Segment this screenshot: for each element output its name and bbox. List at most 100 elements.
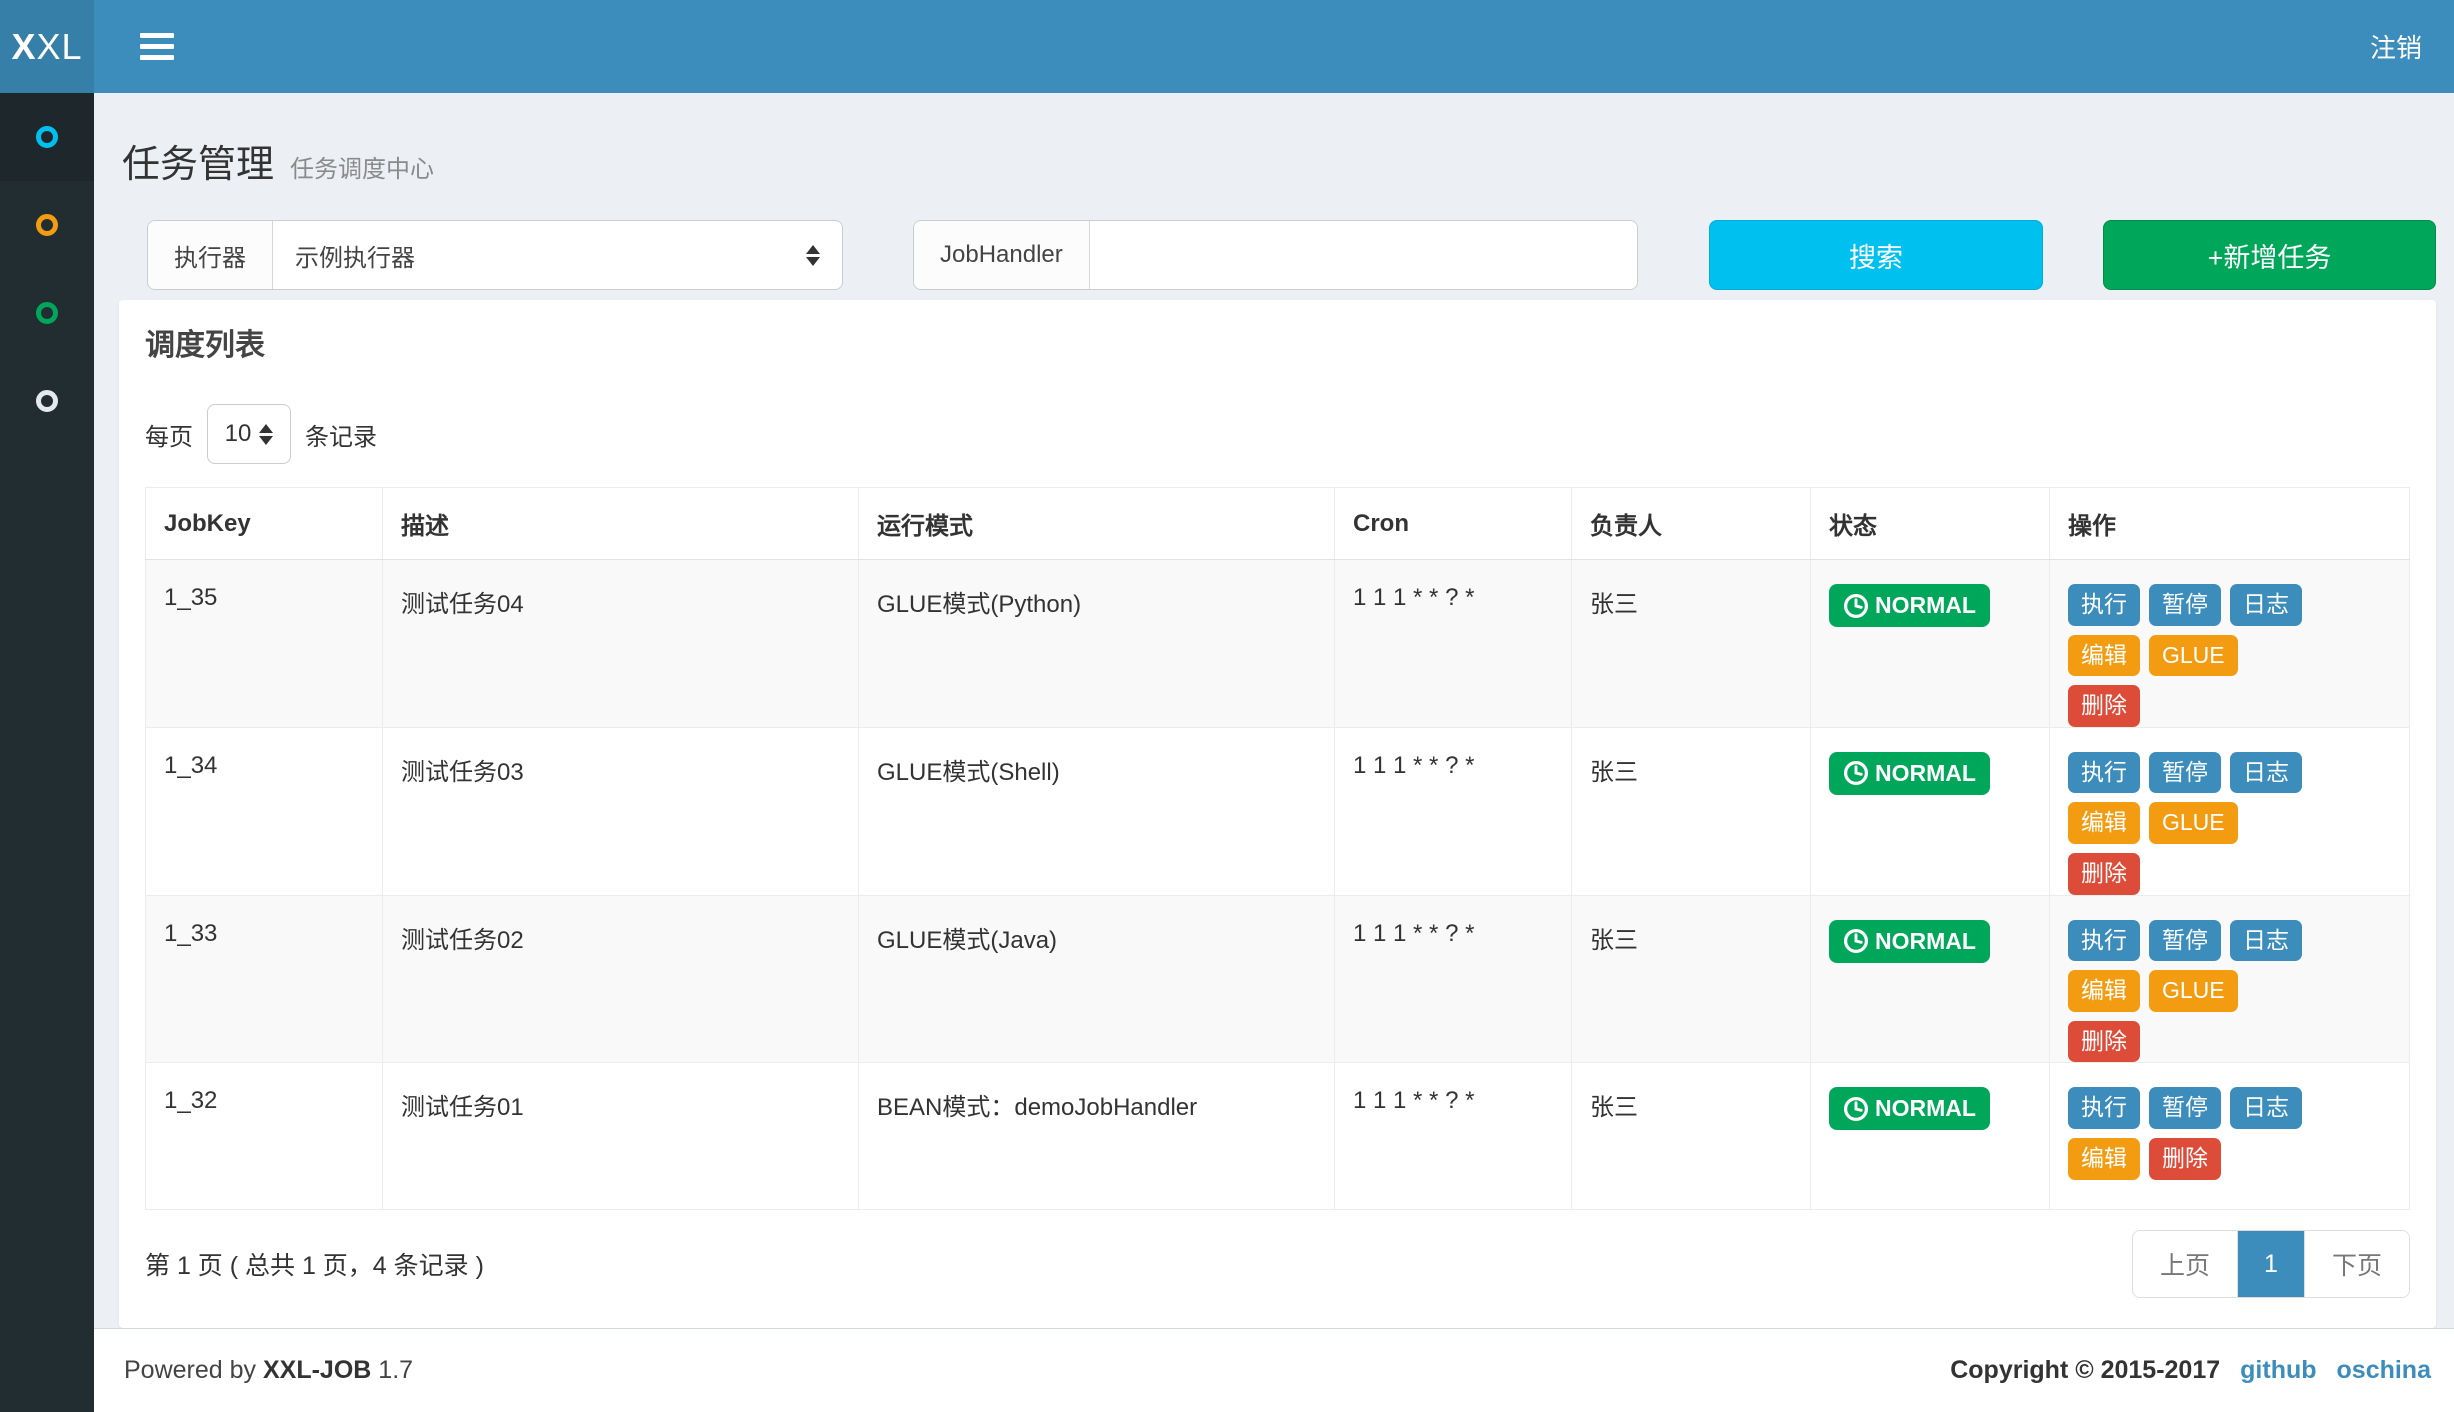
per-page-control: 每页 10 条记录 [145, 404, 2410, 464]
table-row: 1_32 测试任务01 BEAN模式：demoJobHandler 1 1 1 … [145, 1062, 2410, 1211]
sidebar [0, 93, 94, 1412]
cell-status: NORMAL [1810, 726, 2050, 896]
edit-button[interactable]: 编辑 [2068, 970, 2140, 1012]
cell-actions: 执行 暂停 日志 编辑 GLUE 删除 [2049, 726, 2410, 896]
panel-title: 调度列表 [145, 329, 265, 362]
search-button[interactable]: 搜索 [1709, 220, 2043, 290]
status-badge: NORMAL [1829, 1087, 1990, 1131]
executor-group: 执行器 示例执行器 [147, 220, 843, 290]
status-badge: NORMAL [1829, 751, 1990, 795]
top-navbar: X XL 注销 [0, 0, 2454, 93]
cell-actions: 执行 暂停 日志 编辑 GLUE 删除 [2049, 559, 2410, 728]
page-title: 任务管理 [122, 144, 275, 186]
app-logo: X XL [0, 0, 94, 93]
product-name: XXL-JOB [262, 1356, 372, 1385]
edit-button[interactable]: 编辑 [2068, 802, 2140, 844]
clock-icon [1843, 593, 1869, 618]
per-page-value: 10 [224, 420, 252, 447]
table-row: 1_35 测试任务04 GLUE模式(Python) 1 1 1 * * ? *… [145, 559, 2410, 728]
pagination: 上页 1 下页 [2132, 1230, 2410, 1299]
per-page-prefix: 每页 [145, 423, 193, 451]
status-label: NORMAL [1875, 1095, 1976, 1122]
pagination-info: 第 1 页 ( 总共 1 页，4 条记录 ) [145, 1252, 484, 1281]
cell-jobkey: 1_33 [145, 894, 383, 1064]
sidebar-toggle-button[interactable] [130, 23, 184, 70]
log-button[interactable]: 日志 [2230, 1087, 2302, 1129]
cell-status: NORMAL [1810, 894, 2050, 1064]
content-area: 任务管理 任务调度中心 执行器 示例执行器 JobHandler [94, 93, 2454, 1329]
cell-actions: 执行 暂停 日志 编辑 删除 [2049, 1062, 2410, 1211]
delete-button[interactable]: 删除 [2068, 1020, 2140, 1063]
pause-button[interactable]: 暂停 [2149, 751, 2221, 794]
col-desc: 描述 [382, 487, 859, 560]
powered-by-text: Powered by XXL-JOB 1.7 [124, 1356, 414, 1385]
executor-selected-value: 示例执行器 [295, 244, 415, 272]
circle-o-icon [36, 214, 58, 236]
delete-button[interactable]: 删除 [2068, 685, 2140, 727]
navbar-main: 注销 [94, 0, 2454, 93]
execute-button[interactable]: 执行 [2068, 584, 2140, 626]
sidebar-item-4[interactable] [0, 357, 94, 445]
github-link[interactable]: github [2240, 1356, 2317, 1385]
sidebar-item-1[interactable] [0, 93, 94, 181]
jobs-table: JobKey 描述 运行模式 Cron 负责人 状态 操作 1 [145, 487, 2410, 1211]
cell-owner: 张三 [1571, 1062, 1811, 1211]
cell-jobkey: 1_32 [145, 1062, 383, 1211]
log-button[interactable]: 日志 [2230, 919, 2302, 962]
pause-button[interactable]: 暂停 [2149, 1087, 2221, 1129]
cell-jobkey: 1_34 [145, 726, 383, 896]
delete-button[interactable]: 删除 [2068, 852, 2140, 895]
cell-cron: 1 1 1 * * ? * [1334, 559, 1572, 728]
jobhandler-group: JobHandler [913, 220, 1638, 290]
pagination-next-button[interactable]: 下页 [2304, 1231, 2409, 1298]
clock-icon [1843, 1096, 1869, 1121]
log-button[interactable]: 日志 [2230, 584, 2302, 626]
jobhandler-input[interactable] [1089, 221, 1637, 289]
clock-icon [1843, 929, 1869, 954]
cell-mode: GLUE模式(Java) [858, 894, 1335, 1064]
logo-text-rest: XL [36, 25, 83, 67]
edit-button[interactable]: 编辑 [2068, 634, 2140, 677]
table-row: 1_33 测试任务02 GLUE模式(Java) 1 1 1 * * ? * 张… [145, 894, 2410, 1064]
execute-button[interactable]: 执行 [2068, 1087, 2140, 1129]
executor-select[interactable]: 示例执行器 [273, 221, 842, 289]
glue-button[interactable]: GLUE [2149, 634, 2238, 677]
cell-owner: 张三 [1571, 894, 1811, 1064]
col-mode: 运行模式 [858, 487, 1335, 560]
status-badge: NORMAL [1829, 584, 1990, 627]
select-arrows-icon [259, 423, 274, 445]
cell-cron: 1 1 1 * * ? * [1334, 894, 1572, 1064]
cell-owner: 张三 [1571, 559, 1811, 728]
execute-button[interactable]: 执行 [2068, 751, 2140, 794]
pagination-page-1[interactable]: 1 [2238, 1231, 2304, 1298]
per-page-select[interactable]: 10 [207, 404, 291, 464]
select-arrows-icon [806, 244, 820, 266]
col-actions: 操作 [2049, 487, 2410, 560]
circle-o-icon [36, 390, 58, 412]
executor-label: 执行器 [148, 221, 273, 289]
delete-button[interactable]: 删除 [2149, 1137, 2221, 1180]
glue-button[interactable]: GLUE [2149, 802, 2238, 844]
status-label: NORMAL [1875, 927, 1976, 954]
cell-mode: GLUE模式(Python) [858, 559, 1335, 728]
execute-button[interactable]: 执行 [2068, 919, 2140, 962]
edit-button[interactable]: 编辑 [2068, 1137, 2140, 1180]
copyright-text: Copyright © 2015-2017 [1950, 1356, 2221, 1385]
glue-button[interactable]: GLUE [2149, 970, 2238, 1012]
logout-link[interactable]: 注销 [2369, 33, 2422, 63]
add-job-button[interactable]: +新增任务 [2103, 220, 2436, 290]
log-button[interactable]: 日志 [2230, 751, 2302, 794]
oschina-link[interactable]: oschina [2336, 1356, 2431, 1385]
pagination-prev-button[interactable]: 上页 [2133, 1231, 2238, 1298]
sidebar-item-3[interactable] [0, 269, 94, 357]
pause-button[interactable]: 暂停 [2149, 919, 2221, 962]
circle-o-icon [36, 302, 58, 324]
sidebar-item-2[interactable] [0, 181, 94, 269]
table-footer: 第 1 页 ( 总共 1 页，4 条记录 ) 上页 1 下页 [145, 1230, 2410, 1299]
pause-button[interactable]: 暂停 [2149, 584, 2221, 626]
status-label: NORMAL [1875, 759, 1976, 786]
cell-mode: BEAN模式：demoJobHandler [858, 1062, 1335, 1211]
table-header-row: JobKey 描述 运行模式 Cron 负责人 状态 操作 [145, 487, 2410, 560]
col-cron: Cron [1334, 487, 1572, 560]
